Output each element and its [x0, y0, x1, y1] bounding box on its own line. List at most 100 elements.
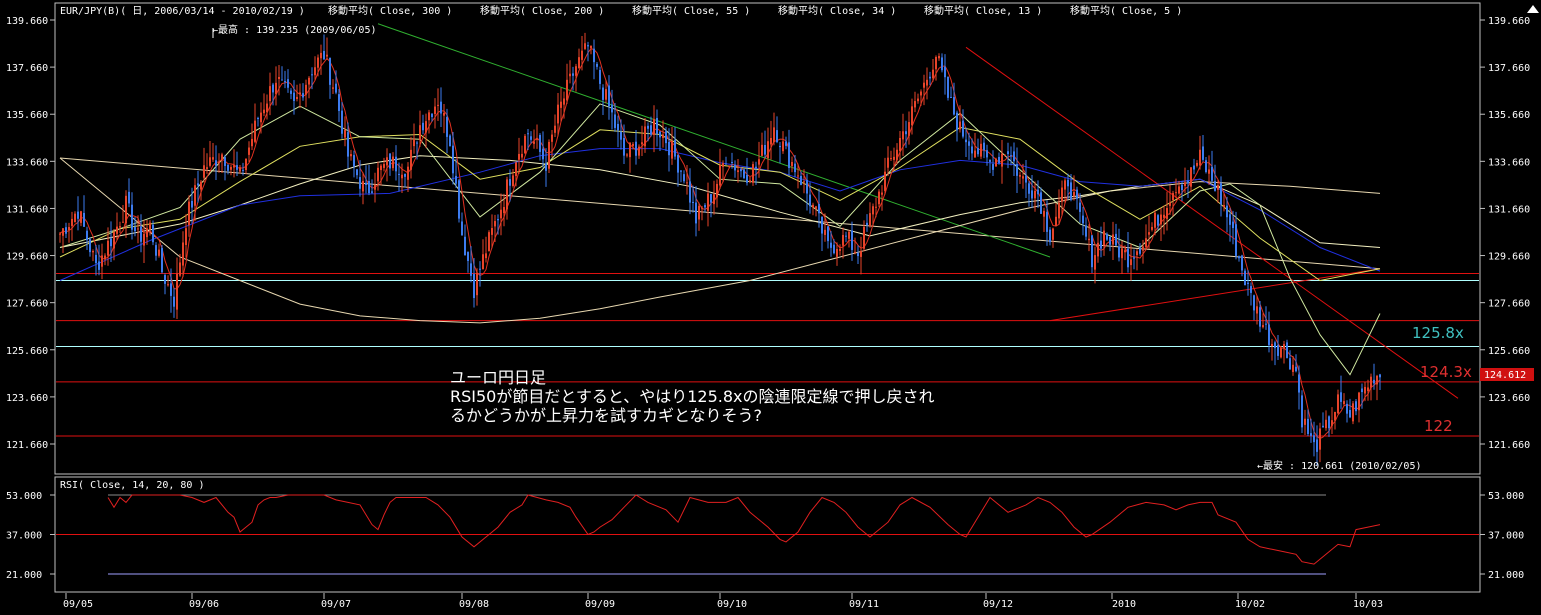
candle-body	[725, 163, 727, 165]
candle-body	[791, 161, 793, 167]
candle-body	[566, 79, 568, 101]
candle-body	[467, 252, 469, 261]
candle-body	[1346, 403, 1348, 414]
candle-body	[1223, 205, 1225, 208]
candle-body	[1379, 374, 1381, 378]
candle-body	[875, 206, 877, 208]
candle-body	[1304, 418, 1306, 425]
candle-body	[374, 184, 376, 190]
candle-body	[1139, 248, 1141, 254]
candle-body	[788, 142, 790, 169]
candle-body	[1160, 214, 1162, 225]
candle-body	[599, 69, 601, 84]
candle-body	[545, 163, 547, 171]
candle-body	[1061, 187, 1063, 202]
candle-body	[1049, 229, 1051, 243]
candle-body	[464, 236, 466, 256]
candle-body	[239, 167, 241, 172]
x-tick-label: 09/07	[321, 599, 351, 610]
candle-body	[1229, 214, 1231, 225]
candle-body	[611, 104, 613, 113]
price-tick-label-left: 131.660	[6, 204, 48, 215]
candle-body	[185, 228, 187, 246]
candle-body	[1067, 179, 1069, 187]
candle-body	[128, 191, 130, 204]
candle-body	[1217, 185, 1219, 190]
scroll-up-arrow-icon[interactable]	[1527, 5, 1539, 13]
candle-body	[305, 84, 307, 95]
candle-body	[806, 179, 808, 194]
candle-body	[1376, 375, 1378, 385]
price-tick-label-left: 133.660	[6, 157, 48, 168]
candle-body	[1340, 392, 1342, 402]
candle-body	[671, 141, 673, 159]
candle-body	[161, 248, 163, 273]
candle-body	[914, 101, 916, 108]
candle-body	[440, 101, 442, 114]
candle-body	[173, 296, 175, 307]
candle-body	[1094, 255, 1096, 270]
candle-body	[551, 134, 553, 142]
candle-body	[605, 89, 607, 100]
candle-body	[263, 109, 265, 114]
candle-body	[140, 226, 142, 242]
candle-body	[155, 245, 157, 256]
price-tick-label-left: 135.660	[6, 110, 48, 121]
candle-body	[917, 98, 919, 102]
candle-body	[1148, 232, 1150, 235]
candle-body	[1010, 155, 1012, 157]
candle-body	[869, 213, 871, 227]
candle-body	[1076, 189, 1078, 199]
candle-body	[803, 181, 805, 183]
candle-body	[473, 274, 475, 299]
candle-body	[278, 77, 280, 79]
candle-body	[1280, 348, 1282, 358]
candle-body	[227, 164, 229, 171]
candle-body	[1097, 242, 1099, 257]
candle-body	[530, 136, 532, 140]
candle-body	[1016, 164, 1018, 176]
candle-body	[158, 249, 160, 256]
candle-body	[188, 201, 190, 226]
candle-body	[965, 139, 967, 143]
candle-body	[311, 74, 313, 76]
candle-body	[1241, 255, 1243, 271]
candle-body	[1079, 202, 1081, 212]
candle-body	[1232, 221, 1234, 229]
candle-body	[809, 194, 811, 207]
candle-body	[632, 143, 634, 146]
candle-body	[587, 45, 589, 47]
candle-body	[1031, 190, 1033, 199]
high-annotation: ←最高 : 139.235 (2009/06/05)	[212, 23, 377, 36]
candle-body	[932, 69, 934, 79]
trendline	[1049, 268, 1381, 322]
candle-body	[1136, 251, 1138, 256]
candle-body	[1208, 169, 1210, 174]
candle-body	[260, 112, 262, 123]
candle-body	[659, 131, 661, 138]
candle-body	[770, 137, 772, 145]
candle-body	[872, 206, 874, 215]
candle-body	[461, 221, 463, 236]
candle-body	[476, 272, 478, 296]
candle-body	[482, 254, 484, 270]
candle-body	[248, 147, 250, 155]
candle-body	[212, 157, 214, 160]
candle-body	[86, 230, 88, 241]
candle-body	[1046, 211, 1048, 232]
candle-body	[893, 156, 895, 160]
x-tick-label: 09/05	[63, 599, 93, 610]
candle-body	[1271, 343, 1273, 347]
current-price-tag-bg	[1480, 368, 1534, 381]
candle-body	[347, 132, 349, 157]
candle-body	[1019, 175, 1021, 177]
candle-body	[1361, 388, 1363, 393]
candle-body	[290, 90, 292, 94]
candle-body	[191, 200, 193, 208]
x-tick-label: 09/08	[459, 599, 489, 610]
candle-body	[68, 227, 70, 231]
candle-body	[692, 201, 694, 204]
candle-body	[1373, 379, 1375, 384]
candle-body	[839, 249, 841, 251]
